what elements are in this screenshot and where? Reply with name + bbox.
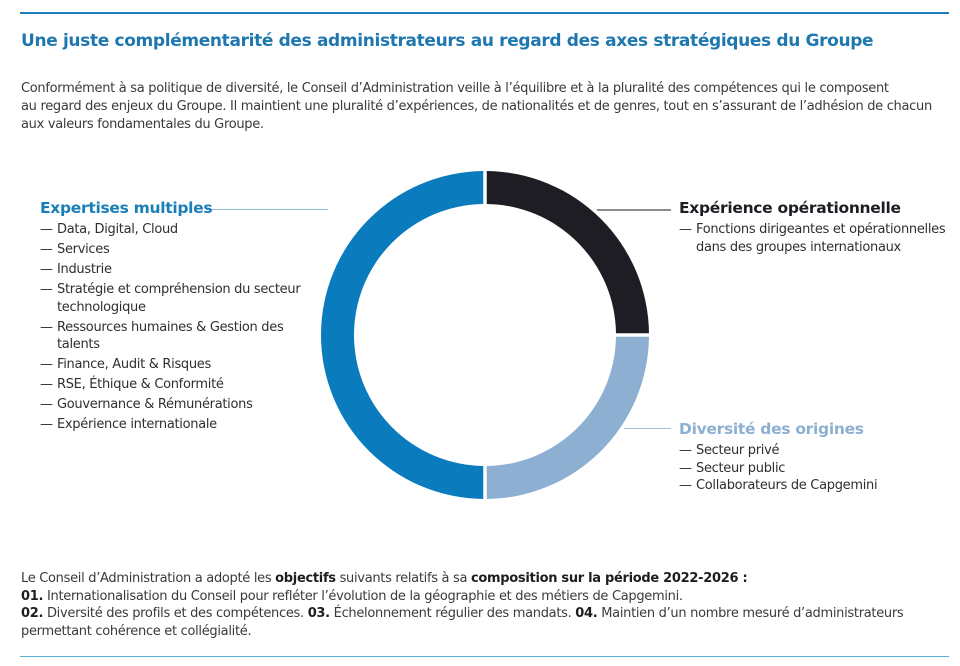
group-list: — Secteur privé — Secteur public — Collabor… [679,442,959,495]
objectives-02-04: 02. Diversité des profils et des compéte… [21,606,904,621]
list-item: — Secteur public [679,460,786,476]
list-item: — RSE, Éthique & Conformité [40,377,224,392]
donut-segment-diversite-des-origines [486,336,649,499]
list-item: — Ressources humaines & Gestion des talen… [40,319,284,353]
group-diversite-des-origines: Diversité des origines — Secteur privé — S… [679,420,959,495]
donut-segments [321,171,649,499]
donut-segment-experience-operationnelle [486,171,649,334]
connector-line-expertises [206,209,328,210]
list-item: — Collaborateurs de Capgemini [679,478,878,493]
objectives-paragraph: Le Conseil d’Administration a adopté les… [21,570,951,640]
intro-line: au regard des enjeux du Groupe. Il maint… [21,99,932,114]
group-title: Diversité des origines [679,420,864,438]
intro-line: Conformément à sa politique de diversité… [21,81,889,96]
list-item: — Gouvernance & Rémunérations [40,397,253,412]
group-expertises-multiples: Expertises multiples — Data, Digital, Clo… [40,199,320,436]
list-item: — Services [40,242,110,257]
list-item: — Secteur privé [679,443,780,458]
page-title: Une juste complémentarité des administra… [21,31,874,51]
list-item: — Industrie [40,262,112,277]
list-item: — Fonctions dirigeantes et opérationnelle… [679,222,946,255]
objective-01: 01. Internationalisation du Conseil pour… [21,588,683,604]
connector-line-diversite [624,428,671,429]
donut-segment-expertises-multiples [321,171,484,499]
intro-paragraph: Conformément à sa politique de diversité… [21,80,956,134]
objectives-continuation: permettant cohérence et collégialité. [21,623,252,639]
group-experience-operationnelle: Expérience opérationnelle — Fonctions dir… [679,199,959,259]
list-item: — Data, Digital, Cloud [40,222,178,237]
intro-line: aux valeurs fondamentales du Groupe. [21,117,264,132]
group-list: — Fonctions dirigeantes et opérationnelle… [679,221,959,256]
bottom-divider [20,656,949,657]
group-list: — Data, Digital, Cloud — Services — Industr… [40,221,320,434]
connector-line-experience [597,209,671,211]
top-divider [20,12,949,14]
list-item: — Stratégie et compréhension du secteur t… [40,282,301,315]
list-item: — Finance, Audit & Risques [40,357,211,372]
objectives-intro: Le Conseil d’Administration a adopté les… [21,571,748,586]
group-title: Expertises multiples [40,199,213,217]
list-item: — Expérience internationale [40,417,217,432]
group-title: Expérience opérationnelle [679,199,901,217]
